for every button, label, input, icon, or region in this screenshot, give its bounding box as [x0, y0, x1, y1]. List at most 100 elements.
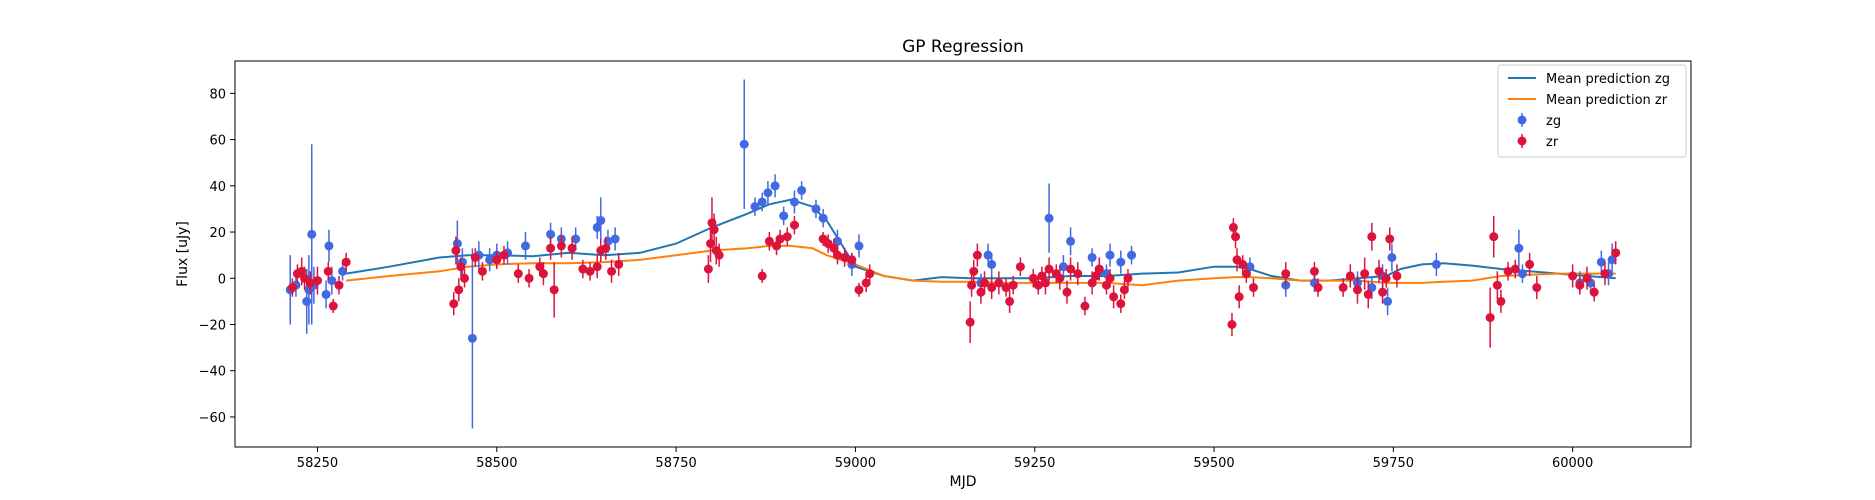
y-tick-label: 20: [209, 226, 226, 241]
data-point-zr: [772, 241, 782, 251]
data-point-zr: [789, 220, 799, 230]
data-point-zr: [1363, 289, 1373, 299]
data-point-zg: [1596, 257, 1606, 267]
data-point-zr: [592, 262, 602, 272]
data-point-zr: [1568, 271, 1578, 281]
data-point-zr: [1055, 273, 1065, 283]
data-point-zr: [524, 273, 534, 283]
data-point-zg: [467, 333, 477, 343]
data-point-zr: [1091, 271, 1101, 281]
data-point-zr: [454, 285, 464, 295]
data-point-zr: [987, 283, 997, 293]
x-tick-label: 58250: [297, 456, 338, 471]
data-point-zr: [578, 264, 588, 274]
y-axis-label: Flux [uJy]: [175, 221, 191, 287]
data-point-zr: [1392, 271, 1402, 281]
data-point-zg: [592, 222, 602, 232]
data-point-zr: [1001, 283, 1011, 293]
data-point-zg: [485, 255, 495, 265]
data-point-zg: [610, 234, 620, 244]
data-point-zr: [601, 243, 611, 253]
data-point-zg: [818, 213, 828, 223]
data-point-zr: [1105, 273, 1115, 283]
data-point-zr: [1238, 259, 1248, 269]
x-tick-label: 58500: [476, 456, 517, 471]
data-point-zr: [477, 266, 487, 276]
data-point-zr: [1087, 278, 1097, 288]
data-point-zr: [1503, 266, 1513, 276]
data-point-zr: [967, 280, 977, 290]
data-point-zg: [987, 259, 997, 269]
data-point-zr: [449, 299, 459, 309]
data-point-zr: [1228, 222, 1238, 232]
data-point-zr: [1109, 292, 1119, 302]
data-point-zr: [782, 232, 792, 242]
data-point-zr: [334, 280, 344, 290]
data-point-zr: [1119, 285, 1129, 295]
data-point-zr: [323, 266, 333, 276]
data-point-zr: [1611, 248, 1621, 258]
data-point-zg: [520, 241, 530, 251]
data-point-zg: [338, 266, 348, 276]
data-point-zg: [854, 241, 864, 251]
data-point-zr: [1582, 273, 1592, 283]
data-point-zr: [492, 255, 502, 265]
data-point-zg: [327, 276, 337, 286]
data-point-zr: [1589, 287, 1599, 297]
y-tick-label: 0: [218, 272, 226, 287]
data-point-zr: [1532, 283, 1542, 293]
data-point-zr: [305, 278, 315, 288]
data-point-zr: [1080, 301, 1090, 311]
data-point-zr: [1338, 283, 1348, 293]
data-point-zr: [1062, 287, 1072, 297]
data-point-zr: [832, 250, 842, 260]
data-point-zr: [861, 278, 871, 288]
data-point-zr: [764, 236, 774, 246]
data-point-zr: [1352, 285, 1362, 295]
legend-swatch-marker: [1517, 136, 1527, 146]
series-zg-points: [285, 79, 1617, 429]
x-tick-label: 59500: [1193, 456, 1234, 471]
y-tick-label: 80: [209, 87, 226, 102]
data-point-zr: [1367, 232, 1377, 242]
data-point-zg: [1087, 252, 1097, 262]
data-point-zr: [1101, 280, 1111, 290]
data-point-zr: [456, 262, 466, 272]
data-point-zr: [460, 273, 470, 283]
data-point-zr: [840, 252, 850, 262]
data-point-zg: [832, 236, 842, 246]
data-point-zr: [1510, 264, 1520, 274]
data-point-zr: [585, 266, 595, 276]
data-point-zr: [1360, 269, 1370, 279]
data-point-zr: [1313, 283, 1323, 293]
data-point-zg: [779, 211, 789, 221]
data-point-zr: [546, 243, 556, 253]
data-point-zr: [1123, 273, 1133, 283]
data-point-zr: [847, 255, 857, 265]
y-tick-label: −20: [199, 318, 226, 333]
legend: Mean prediction zg Mean prediction zr zg zr: [1497, 64, 1687, 158]
data-point-zg: [1105, 250, 1115, 260]
data-point-zr: [567, 243, 577, 253]
data-point-zr: [1378, 287, 1388, 297]
data-point-zr: [341, 257, 351, 267]
legend-label: zg: [1546, 114, 1561, 129]
data-point-zr: [1028, 273, 1038, 283]
data-point-zr: [328, 301, 338, 311]
data-point-zr: [1094, 264, 1104, 274]
data-point-zr: [1248, 283, 1258, 293]
data-point-zr: [994, 278, 1004, 288]
data-point-zr: [470, 252, 480, 262]
plot-frame: [234, 60, 1692, 448]
data-point-zg: [1607, 255, 1617, 265]
y-tick-label: −60: [199, 411, 226, 426]
data-point-zg: [321, 289, 331, 299]
data-point-zr: [1241, 269, 1251, 279]
data-point-zr: [1040, 278, 1050, 288]
data-point-zr: [1116, 299, 1126, 309]
data-point-zr: [706, 239, 716, 249]
data-point-zg: [324, 241, 334, 251]
data-point-zr: [1044, 264, 1054, 274]
x-tick-label: 59000: [835, 456, 876, 471]
